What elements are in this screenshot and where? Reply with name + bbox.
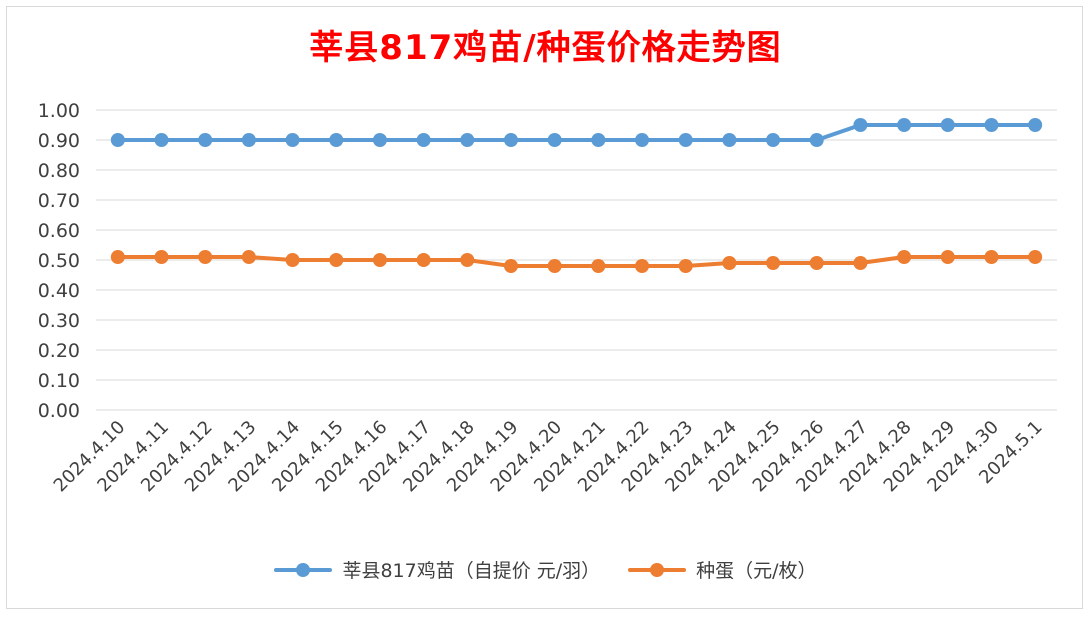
y-tick-label: 0.60 bbox=[38, 220, 80, 242]
data-point bbox=[372, 133, 387, 147]
data-point bbox=[722, 256, 737, 270]
y-tick-label: 0.70 bbox=[38, 190, 80, 212]
y-tick-label: 0.10 bbox=[38, 370, 80, 392]
y-tick-label: 1.00 bbox=[38, 100, 80, 122]
data-point bbox=[110, 250, 125, 264]
data-point bbox=[241, 250, 256, 264]
data-point bbox=[809, 133, 824, 147]
data-point bbox=[154, 250, 169, 264]
data-point bbox=[110, 133, 125, 147]
data-point bbox=[766, 256, 781, 270]
data-point bbox=[591, 259, 606, 273]
data-point bbox=[198, 133, 213, 147]
data-point bbox=[547, 259, 562, 273]
data-point bbox=[1028, 250, 1043, 264]
data-point bbox=[722, 133, 737, 147]
data-point bbox=[241, 133, 256, 147]
data-point bbox=[897, 118, 912, 132]
data-point bbox=[678, 259, 693, 273]
data-point bbox=[853, 118, 868, 132]
data-point bbox=[678, 133, 693, 147]
data-point bbox=[809, 256, 824, 270]
data-point bbox=[416, 253, 431, 267]
chart-title: 莘县817鸡苗/种蛋价格走势图 bbox=[309, 28, 782, 68]
data-point bbox=[329, 133, 344, 147]
data-point bbox=[940, 250, 955, 264]
legend-swatch-chick bbox=[274, 562, 333, 577]
data-point bbox=[198, 250, 213, 264]
y-tick-label: 0.50 bbox=[38, 250, 80, 272]
data-point bbox=[766, 133, 781, 147]
data-point bbox=[635, 133, 650, 147]
data-point bbox=[984, 250, 999, 264]
data-point bbox=[329, 253, 344, 267]
y-tick-label: 0.40 bbox=[38, 280, 80, 302]
y-tick-label: 0.80 bbox=[38, 160, 80, 182]
legend-label-egg: 种蛋（元/枚） bbox=[696, 560, 817, 582]
y-tick-label: 0.30 bbox=[38, 310, 80, 332]
data-point bbox=[635, 259, 650, 273]
series-line-0 bbox=[115, 123, 1038, 142]
data-point bbox=[416, 133, 431, 147]
legend-item-chick: 莘县817鸡苗（自提价 元/羽） bbox=[274, 556, 600, 583]
data-point bbox=[372, 253, 387, 267]
data-point bbox=[285, 253, 300, 267]
chart-frame bbox=[6, 6, 1083, 609]
legend-item-egg: 种蛋（元/枚） bbox=[628, 556, 817, 583]
y-tick-label: 0.90 bbox=[38, 130, 80, 152]
y-tick-label: 0.20 bbox=[38, 340, 80, 362]
y-tick-label: 0.00 bbox=[38, 400, 80, 422]
data-point bbox=[460, 253, 475, 267]
data-point bbox=[547, 133, 562, 147]
data-point bbox=[591, 133, 606, 147]
data-point bbox=[984, 118, 999, 132]
data-point bbox=[154, 133, 169, 147]
legend-swatch-egg bbox=[628, 562, 687, 577]
series-line-1 bbox=[115, 255, 1038, 268]
data-point bbox=[940, 118, 955, 132]
data-point bbox=[285, 133, 300, 147]
data-point bbox=[1028, 118, 1043, 132]
data-point bbox=[897, 250, 912, 264]
legend-label-chick: 莘县817鸡苗（自提价 元/羽） bbox=[342, 560, 601, 582]
data-point bbox=[503, 133, 518, 147]
data-point bbox=[503, 259, 518, 273]
data-point bbox=[853, 256, 868, 270]
legend: 莘县817鸡苗（自提价 元/羽） 种蛋（元/枚） bbox=[0, 556, 1091, 583]
data-point bbox=[460, 133, 475, 147]
